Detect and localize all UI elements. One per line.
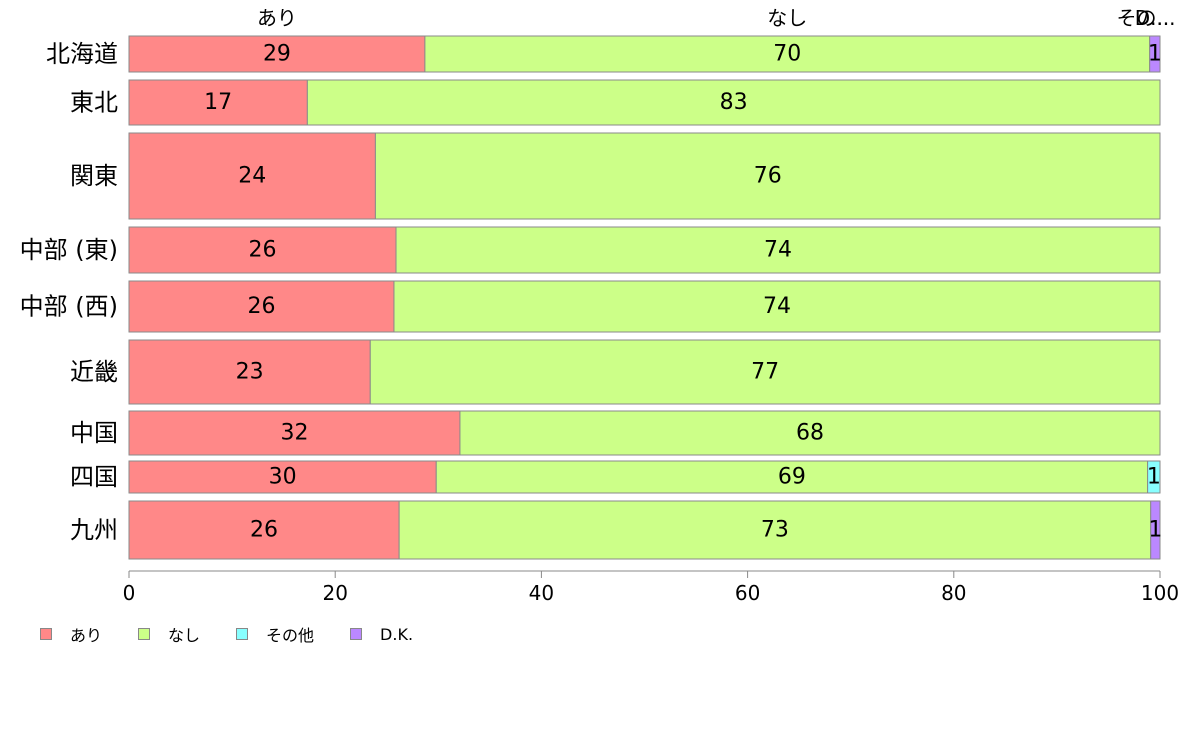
data-label: 76 — [754, 164, 782, 189]
category-label: 中国 — [70, 419, 118, 447]
x-tick-label: 20 — [322, 581, 347, 605]
bar-segment — [128, 226, 397, 274]
data-label: 83 — [720, 90, 748, 115]
bar-segment — [128, 35, 426, 73]
category-label: 近畿 — [70, 358, 118, 386]
legend-item-sonota: その他 — [236, 622, 314, 646]
x-tick-label: 40 — [529, 581, 554, 605]
data-label: 24 — [238, 164, 266, 189]
top-label: D... — [1135, 6, 1169, 30]
bar-segment — [306, 79, 1161, 126]
x-tick-label: 80 — [941, 581, 966, 605]
data-label: 69 — [778, 465, 806, 490]
top-label: その... — [1116, 6, 1175, 30]
bar-segment — [128, 132, 376, 220]
category-label: 九州 — [70, 516, 118, 544]
data-label: 29 — [263, 42, 291, 67]
bar-segment — [395, 226, 1161, 274]
legend-item-dk: D.K. — [350, 625, 413, 644]
legend-swatch — [236, 628, 249, 640]
bar-segment — [128, 410, 461, 456]
data-label: 26 — [247, 294, 275, 319]
bar-segment — [128, 460, 437, 494]
bar-segment — [398, 500, 1152, 560]
bar-segment — [374, 132, 1161, 220]
bar-segment — [1150, 500, 1161, 560]
legend-swatch — [40, 628, 52, 640]
bar-segment — [369, 339, 1161, 405]
data-label: 74 — [764, 238, 792, 263]
data-label: 26 — [249, 238, 277, 263]
x-tick-label: 60 — [735, 581, 760, 605]
bar-segment — [424, 35, 1151, 73]
legend-item-nashi: なし — [138, 622, 200, 646]
category-label: 四国 — [70, 463, 118, 491]
category-label: 関東 — [70, 162, 118, 190]
bar-segment — [393, 280, 1161, 333]
bar-segment — [1149, 35, 1161, 73]
legend-label: あり — [70, 626, 103, 645]
legend-swatch — [350, 628, 363, 640]
category-label: 中部 (東) — [20, 236, 118, 264]
bar-segment — [1147, 460, 1161, 494]
data-label: 68 — [796, 421, 824, 446]
data-label: 23 — [236, 360, 264, 385]
data-label: 74 — [763, 294, 791, 319]
top-label: あり — [257, 6, 297, 30]
x-tick-label: 100 — [1141, 581, 1179, 605]
bar-segment — [459, 410, 1161, 456]
data-label: 30 — [269, 465, 297, 490]
legend-label: D.K. — [380, 624, 414, 644]
data-label: 32 — [280, 421, 308, 446]
category-label: 北海道 — [46, 40, 118, 68]
bar-segment — [128, 280, 395, 333]
data-label: 73 — [761, 518, 789, 543]
legend-label: なし — [168, 626, 201, 645]
bar-segment — [128, 500, 400, 560]
data-label: 70 — [773, 42, 801, 67]
x-tick-label: 0 — [123, 581, 136, 605]
data-label: 1 — [1147, 465, 1161, 490]
data-label: 17 — [204, 90, 232, 115]
category-label: 東北 — [70, 89, 118, 117]
data-label: 1 — [1148, 518, 1162, 543]
data-label: 77 — [751, 360, 779, 385]
legend-swatch — [138, 628, 151, 640]
data-label: 1 — [1148, 42, 1162, 67]
bar-segment — [128, 339, 371, 405]
category-label: 中部 (西) — [20, 293, 118, 321]
legend-label: その他 — [266, 626, 315, 645]
legend-item-ari: あり — [40, 622, 102, 646]
data-label: 26 — [250, 518, 278, 543]
top-label: なし — [767, 6, 807, 30]
legend: あり なし その他 D.K. — [40, 622, 449, 646]
